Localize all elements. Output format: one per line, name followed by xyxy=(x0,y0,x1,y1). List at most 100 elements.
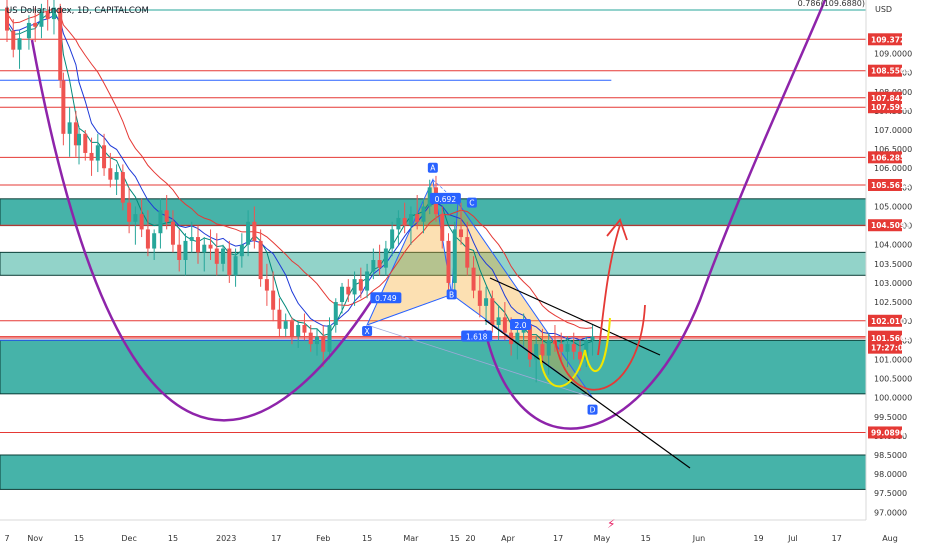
candle-body xyxy=(127,202,132,222)
level-badge-box xyxy=(868,151,902,164)
candle-41 xyxy=(258,229,263,287)
level-badge-3: 107.5953 xyxy=(868,101,910,114)
candle-body xyxy=(95,145,100,161)
candle-74 xyxy=(465,221,470,276)
candle-body xyxy=(102,145,107,169)
candle-body xyxy=(227,248,232,276)
y-tick-6: 106.0000 xyxy=(874,164,912,173)
point-label-text: A xyxy=(430,164,436,173)
candle-18 xyxy=(114,164,119,195)
candle-22 xyxy=(139,198,144,238)
candle-body xyxy=(73,122,78,146)
candle-40 xyxy=(252,206,257,249)
candle-body xyxy=(39,11,44,27)
candle-body xyxy=(471,267,476,291)
y-tick-4: 107.0000 xyxy=(874,126,912,135)
candle-body xyxy=(452,229,457,283)
point-label-box xyxy=(427,162,438,173)
candle-body xyxy=(578,351,583,360)
candle-body xyxy=(289,321,294,337)
x-tick-5: 2023 xyxy=(216,534,236,543)
candle-7 xyxy=(51,0,56,35)
point-label-C: C xyxy=(466,197,477,208)
candle-67 xyxy=(421,198,426,234)
candle-body xyxy=(208,244,213,249)
candle-70 xyxy=(440,206,445,249)
y-tick-12: 103.0000 xyxy=(874,279,912,288)
candle-57 xyxy=(358,267,363,299)
fib-ratio-text: 0.692 xyxy=(435,195,457,204)
candle-body xyxy=(114,172,119,180)
drawings-layer xyxy=(30,0,827,469)
level-badge-text: 102.0107 xyxy=(871,317,910,326)
candle-11 xyxy=(73,110,78,157)
candle-39 xyxy=(246,210,251,257)
point-label-box xyxy=(466,197,477,208)
candle-body xyxy=(133,214,138,222)
candle-body xyxy=(51,7,56,20)
candle-45 xyxy=(283,313,288,337)
candle-body xyxy=(158,210,163,234)
x-tick-1: Nov xyxy=(27,534,43,543)
channel-lower xyxy=(484,319,691,469)
candle-34 xyxy=(214,233,219,276)
fib-ratio-1: 0.692 xyxy=(429,192,461,204)
candle-body xyxy=(296,325,301,337)
candle-body xyxy=(196,237,201,253)
level-badge-1: 108.5509 xyxy=(868,64,910,77)
levels-layer xyxy=(0,9,866,433)
candle-body xyxy=(396,217,401,230)
x-tick-10: 15 xyxy=(450,534,460,543)
candle-85 xyxy=(534,336,539,383)
candles-layer xyxy=(5,0,595,383)
candle-body xyxy=(427,187,432,207)
candle-6 xyxy=(45,0,50,31)
candle-2 xyxy=(17,30,22,69)
level-badge-10: 99.0896 xyxy=(868,426,905,439)
y-tick-16: 101.0000 xyxy=(874,355,912,364)
candle-body xyxy=(440,214,445,241)
candle-13 xyxy=(83,130,88,161)
channel-upper xyxy=(489,277,661,356)
level-badge-box xyxy=(868,219,902,232)
candle-77 xyxy=(484,286,489,325)
red-arrow-path xyxy=(597,224,621,356)
candle-4 xyxy=(33,7,38,43)
y-tick-13: 102.5000 xyxy=(874,298,912,307)
candle-35 xyxy=(221,244,226,272)
candle-50 xyxy=(314,328,319,356)
candle-24 xyxy=(152,229,157,260)
candle-body xyxy=(233,256,238,276)
x-tick-14: May xyxy=(594,534,611,543)
candle-90 xyxy=(565,336,570,368)
candle-42 xyxy=(264,263,269,306)
y-tick-17: 100.5000 xyxy=(874,375,912,384)
candle-20 xyxy=(127,187,132,234)
candle-26 xyxy=(164,195,169,230)
candle-56 xyxy=(352,271,357,306)
candle-body xyxy=(45,11,50,20)
candle-body xyxy=(352,279,357,295)
x-tick-9: Mar xyxy=(403,534,419,543)
x-tick-7: Feb xyxy=(316,534,330,543)
candle-25 xyxy=(158,198,163,249)
candle-body xyxy=(365,271,370,291)
point-label-text: B xyxy=(449,290,454,299)
candle-1 xyxy=(11,19,16,58)
ma-medium xyxy=(6,15,593,341)
candle-body xyxy=(571,344,576,352)
candle-5 xyxy=(39,3,44,39)
fib-ratio-3: 2.0 xyxy=(510,319,532,330)
candle-body xyxy=(33,22,38,27)
replay-icon[interactable]: ⚡ xyxy=(607,517,615,531)
zones-layer xyxy=(0,198,867,490)
candle-body xyxy=(546,340,551,356)
candle-body xyxy=(258,240,263,280)
candle-23 xyxy=(145,210,150,257)
fib-ratio-box xyxy=(510,319,532,330)
point-label-box xyxy=(362,326,373,336)
chart-title: US Dollar Index, 1D, CAPITALCOM xyxy=(6,6,149,16)
fib-ratio-text: 1.618 xyxy=(466,332,488,341)
